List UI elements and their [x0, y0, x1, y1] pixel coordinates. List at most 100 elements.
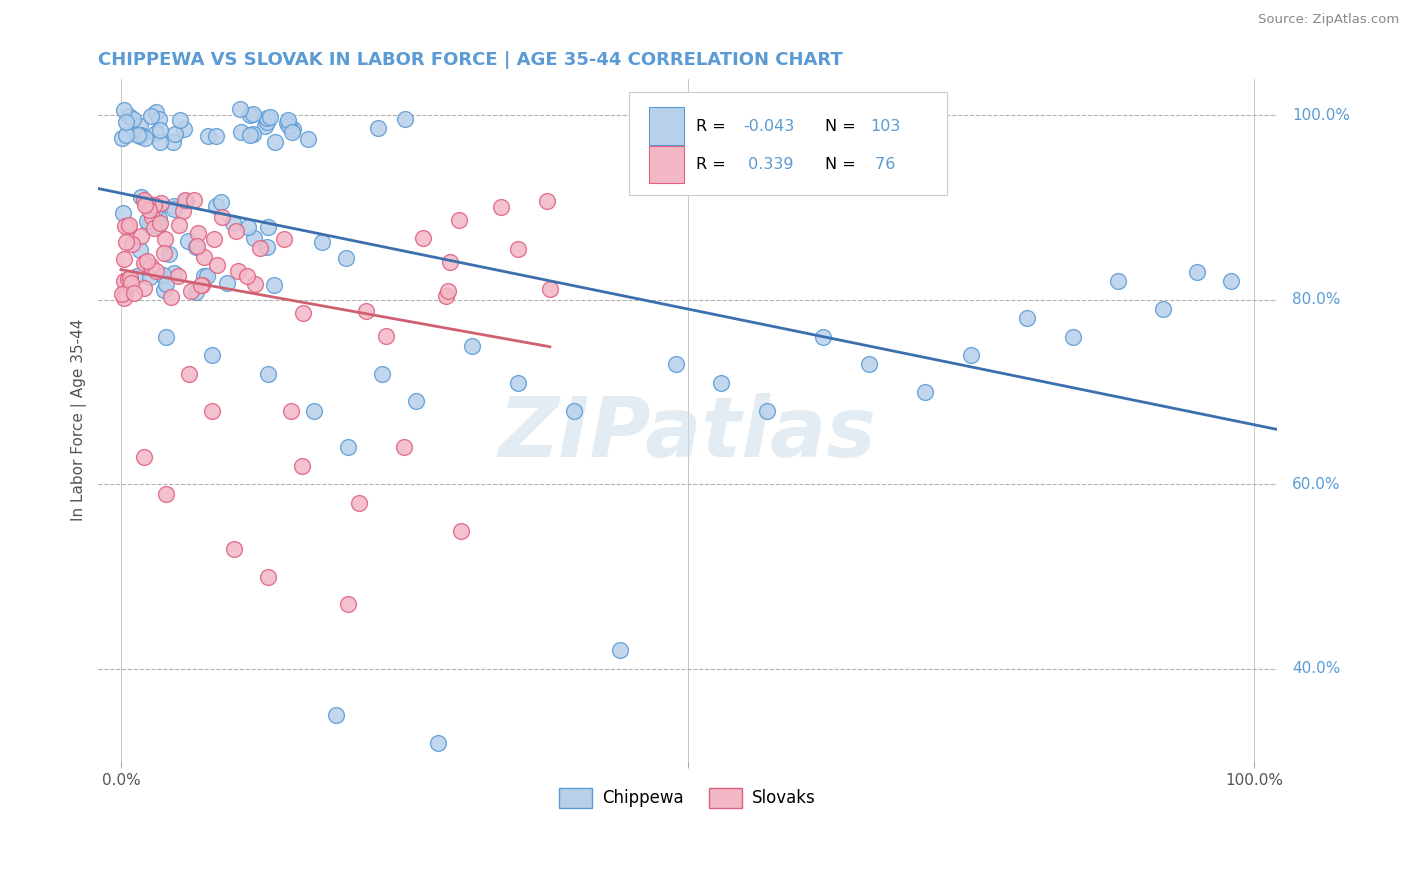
Point: [128, 119, 150, 133]
Text: N =: N =: [825, 119, 862, 134]
Point: [190, 277, 212, 292]
Bar: [648, 145, 683, 183]
Point: [257, 367, 280, 381]
Point: [146, 219, 169, 234]
Point: [280, 403, 302, 417]
Point: [136, 214, 159, 228]
Point: [146, 204, 169, 219]
Point: [202, 232, 225, 246]
Point: [412, 231, 434, 245]
Point: [132, 450, 155, 464]
Text: -0.043: -0.043: [742, 119, 794, 134]
Point: [145, 264, 167, 278]
Point: [536, 194, 558, 208]
Point: [224, 541, 246, 556]
Point: [149, 216, 172, 230]
Point: [150, 196, 173, 211]
Bar: [648, 107, 683, 145]
Point: [1187, 265, 1209, 279]
Text: R =: R =: [696, 157, 731, 172]
Point: [325, 708, 347, 723]
Point: [236, 268, 259, 283]
Point: [222, 216, 245, 230]
Point: [143, 202, 166, 216]
Text: CHIPPEWA VS SLOVAK IN LABOR FORCE | AGE 35-44 CORRELATION CHART: CHIPPEWA VS SLOVAK IN LABOR FORCE | AGE …: [98, 51, 844, 69]
Point: [167, 218, 190, 232]
Point: [173, 122, 195, 136]
Point: [129, 128, 152, 142]
Point: [665, 358, 688, 372]
Point: [225, 225, 247, 239]
Point: [205, 258, 228, 272]
Point: [131, 190, 153, 204]
Point: [193, 268, 215, 283]
Point: [132, 281, 155, 295]
Point: [149, 135, 172, 149]
Point: [813, 330, 835, 344]
Point: [134, 194, 156, 208]
Text: R =: R =: [696, 119, 731, 134]
Point: [112, 274, 135, 288]
Point: [239, 108, 262, 122]
Point: [169, 113, 191, 128]
Point: [153, 246, 176, 260]
Point: [264, 135, 287, 149]
Point: [125, 268, 148, 283]
Text: 40.0%: 40.0%: [1292, 661, 1340, 676]
Point: [118, 271, 141, 285]
Point: [236, 219, 259, 234]
Point: [311, 235, 333, 250]
Text: 0.339: 0.339: [742, 157, 793, 172]
Point: [127, 128, 149, 142]
Point: [959, 348, 981, 362]
Point: [187, 226, 209, 240]
Point: [114, 115, 136, 129]
Point: [155, 277, 177, 292]
Point: [461, 339, 484, 353]
Point: [437, 284, 460, 298]
Point: [120, 277, 142, 291]
Text: 60.0%: 60.0%: [1292, 477, 1340, 491]
Point: [128, 128, 150, 143]
Point: [148, 211, 170, 225]
Point: [755, 403, 778, 417]
Point: [277, 113, 299, 128]
Point: [256, 112, 278, 126]
Point: [239, 128, 262, 142]
Point: [291, 306, 314, 320]
Point: [193, 250, 215, 264]
Point: [405, 394, 427, 409]
Point: [427, 736, 450, 750]
Point: [336, 441, 359, 455]
Point: [215, 277, 238, 291]
Point: [242, 127, 264, 141]
Point: [141, 210, 163, 224]
Point: [129, 244, 152, 258]
Point: [226, 264, 249, 278]
Point: [118, 218, 141, 232]
Legend: Chippewa, Slovaks: Chippewa, Slovaks: [553, 781, 823, 814]
Point: [135, 254, 157, 268]
Point: [111, 130, 134, 145]
Point: [191, 277, 214, 292]
Point: [162, 135, 184, 149]
Point: [114, 219, 136, 234]
Point: [259, 110, 281, 124]
Text: 103: 103: [870, 119, 900, 134]
Point: [489, 200, 512, 214]
Point: [256, 240, 278, 254]
Point: [375, 329, 398, 343]
Point: [858, 358, 880, 372]
Point: [253, 120, 276, 134]
Point: [122, 286, 145, 301]
Point: [273, 232, 295, 246]
Point: [152, 268, 174, 282]
Point: [609, 643, 631, 657]
Point: [450, 524, 472, 538]
Point: [180, 284, 202, 298]
Point: [134, 197, 156, 211]
Point: [138, 202, 160, 217]
Y-axis label: In Labor Force | Age 35-44: In Labor Force | Age 35-44: [72, 318, 87, 521]
Point: [1062, 330, 1084, 344]
Point: [281, 125, 304, 139]
